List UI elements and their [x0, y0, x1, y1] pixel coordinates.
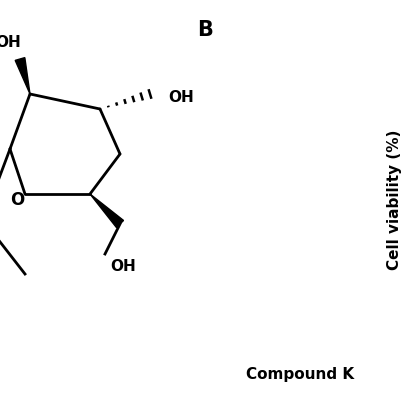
Polygon shape	[90, 194, 123, 228]
Text: OH: OH	[0, 35, 21, 50]
Text: OH: OH	[168, 89, 193, 104]
Text: Cell viability (%): Cell viability (%)	[387, 130, 401, 269]
Text: Compound K: Compound K	[245, 367, 353, 381]
Polygon shape	[15, 59, 30, 95]
Text: B: B	[196, 20, 213, 40]
Text: O: O	[10, 190, 24, 209]
Text: OH: OH	[110, 259, 136, 274]
